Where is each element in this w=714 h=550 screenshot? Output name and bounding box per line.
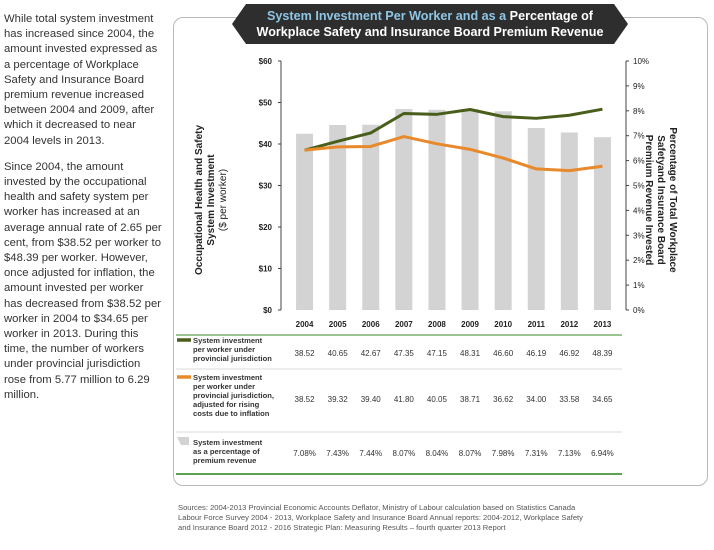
- bar: [560, 132, 578, 310]
- right-tick-label: 8%: [633, 107, 645, 116]
- source-line-1: Sources: 2004-2013 Provincial Economic A…: [178, 503, 576, 512]
- right-tick-label: 10%: [633, 57, 649, 66]
- chart-title-banner: System Investment Per Worker and as a Pe…: [232, 4, 628, 44]
- year-label: 2010: [494, 320, 512, 329]
- table-cell: 38.71: [460, 395, 481, 404]
- right-tick-label: 2%: [633, 256, 645, 265]
- left-tick-label: $40: [259, 140, 273, 149]
- year-label: 2006: [362, 320, 380, 329]
- left-tick-label: $10: [259, 265, 273, 274]
- table-cell: 6.94%: [591, 449, 614, 458]
- table-cell: 41.80: [394, 395, 415, 404]
- year-label: 2008: [428, 320, 446, 329]
- left-axis-title: Occupational Health and SafetySystem Inv…: [194, 125, 229, 275]
- bar: [428, 109, 446, 310]
- year-label: 2011: [528, 320, 546, 329]
- table-cell: 7.31%: [525, 449, 548, 458]
- table-cell: 38.52: [295, 395, 316, 404]
- year-label: 2013: [594, 320, 612, 329]
- table-cell: 46.19: [526, 349, 547, 358]
- table-cell: 47.15: [427, 349, 448, 358]
- table-cell: 38.52: [295, 349, 316, 358]
- bar: [362, 124, 380, 310]
- bar: [593, 137, 611, 310]
- right-axis-title: Percentage of Total WorkplaceSafetyand I…: [643, 127, 678, 273]
- right-tick-label: 0%: [633, 306, 645, 315]
- right-tick-label: 9%: [633, 82, 645, 91]
- legend-swatch-bar: [177, 437, 189, 445]
- legend-label-line: per worker under: [193, 345, 255, 354]
- table-cell: 33.58: [559, 395, 580, 404]
- table-cell: 39.40: [361, 395, 382, 404]
- table-cell: 7.44%: [359, 449, 382, 458]
- year-label: 2009: [461, 320, 479, 329]
- source-note: Sources: 2004-2013 Provincial Economic A…: [178, 503, 698, 533]
- legend-label-line: per worker under: [193, 382, 255, 391]
- bar: [329, 124, 347, 310]
- legend-label-line: provincial jurisdiction,: [193, 391, 274, 400]
- chart-title-part3: Workplace Safety and Insurance Board Pre…: [256, 25, 604, 39]
- table-cell: 40.65: [328, 349, 349, 358]
- chart-title-part2: Percentage of: [509, 9, 593, 23]
- series-line-nominal: [304, 107, 603, 152]
- table-cell: 39.32: [328, 395, 349, 404]
- bar: [527, 127, 545, 310]
- table-cell: 8.07%: [459, 449, 482, 458]
- legend-label-line: System investment: [193, 438, 263, 447]
- table-cell: 48.31: [460, 349, 481, 358]
- table-cell: 42.67: [361, 349, 382, 358]
- legend-label-line: System investment: [193, 336, 263, 345]
- table-cell: 48.39: [592, 349, 613, 358]
- table-cell: 8.04%: [426, 449, 449, 458]
- bar: [296, 133, 314, 310]
- intro-text: While total system investment has increa…: [4, 12, 162, 414]
- table-cell: 47.35: [394, 349, 415, 358]
- right-tick-label: 4%: [633, 206, 645, 215]
- year-label: 2004: [296, 320, 314, 329]
- legend-label-line: adjusted for rising: [193, 400, 260, 409]
- right-tick-label: 3%: [633, 231, 645, 240]
- year-label: 2012: [560, 320, 578, 329]
- left-tick-label: $0: [263, 306, 272, 315]
- intro-paragraph-1: While total system investment has increa…: [4, 13, 158, 147]
- legend-label-line: as a percentage of: [193, 447, 260, 456]
- intro-paragraph-2: Since 2004, the amount invested by the o…: [4, 160, 162, 401]
- bar: [494, 111, 512, 310]
- right-tick-label: 6%: [633, 157, 645, 166]
- year-label: 2005: [329, 320, 347, 329]
- table-cell: 7.43%: [326, 449, 349, 458]
- left-tick-label: $30: [259, 182, 273, 191]
- right-tick-label: 1%: [633, 281, 645, 290]
- year-label: 2007: [395, 320, 413, 329]
- legend-label-line: premium revenue: [193, 456, 256, 465]
- table-cell: 46.92: [559, 349, 580, 358]
- table-cell: 7.13%: [558, 449, 581, 458]
- source-line-3: and Insurance Board 2012 - 2016 Strategi…: [178, 523, 506, 532]
- table-cell: 7.98%: [492, 449, 515, 458]
- left-tick-label: $50: [259, 99, 273, 108]
- source-line-2: Labour Force Survey 2004 - 2013, Workpla…: [178, 513, 583, 522]
- bar: [461, 109, 479, 310]
- left-tick-label: $60: [259, 57, 273, 66]
- legend-label-line: costs due to inflation: [193, 409, 270, 418]
- table-cell: 34.65: [592, 395, 613, 404]
- series-line-adjusted: [304, 135, 603, 173]
- table-cell: 8.07%: [393, 449, 416, 458]
- legend-label-line: provincial jurisdiction: [193, 354, 272, 363]
- table-cell: 46.60: [493, 349, 514, 358]
- left-tick-label: $20: [259, 223, 273, 232]
- right-tick-label: 5%: [633, 182, 645, 191]
- table-cell: 40.05: [427, 395, 448, 404]
- legend-label-line: System investment: [193, 373, 263, 382]
- table-cell: 7.08%: [293, 449, 316, 458]
- table-cell: 36.62: [493, 395, 514, 404]
- chart-title-highlight: System Investment Per Worker and as a: [267, 9, 507, 23]
- table-cell: 34.00: [526, 395, 547, 404]
- bar: [395, 109, 413, 310]
- right-tick-label: 7%: [633, 132, 645, 141]
